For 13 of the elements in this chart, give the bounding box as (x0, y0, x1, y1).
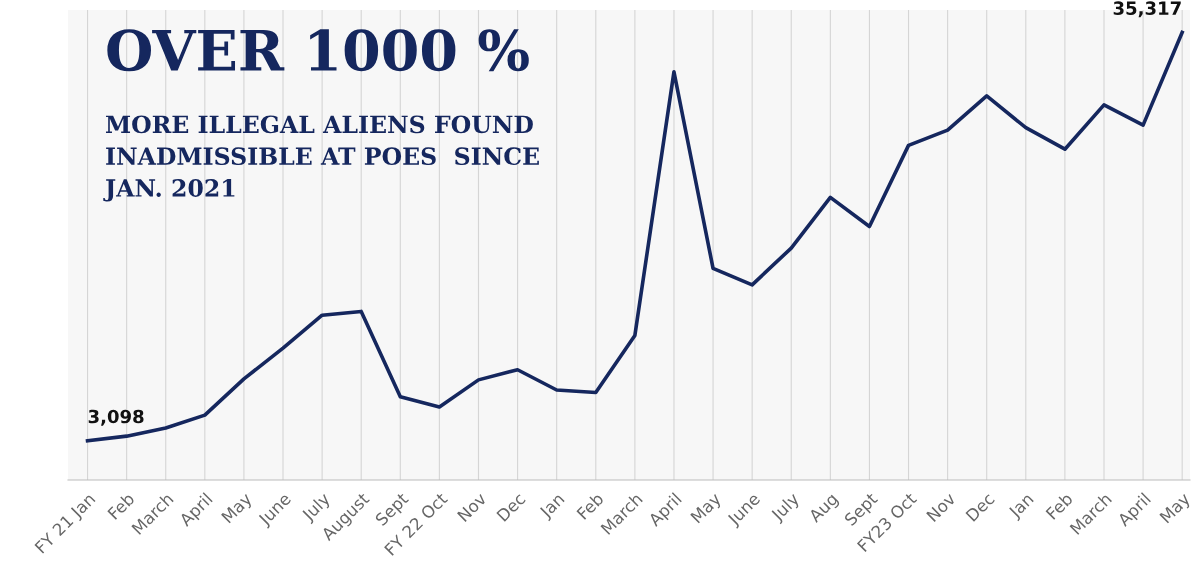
x-tick-label: Feb (1045, 491, 1074, 520)
x-tick-label: Nov (457, 491, 488, 523)
text: MORE ILLEGAL ALIENS FOUND INADMISSIBLE AT POES SINCE JAN. 2021 (103, 115, 539, 202)
x-tick-label: Nov (926, 491, 957, 523)
x-tick-label: Jan (1007, 492, 1037, 522)
x-tick-label: Aug (807, 492, 841, 526)
x-tick-label: FY 21 Jan (34, 492, 98, 556)
data-label: 3,098 (88, 409, 144, 426)
x-tick-label: Jan (538, 492, 567, 522)
x-tick-label: Dec (965, 492, 996, 522)
chart-title: OVER 1000 % (107, 29, 529, 72)
x-tick-label: Dec (496, 492, 526, 522)
data-label: 35,317 (1113, 1, 1181, 18)
